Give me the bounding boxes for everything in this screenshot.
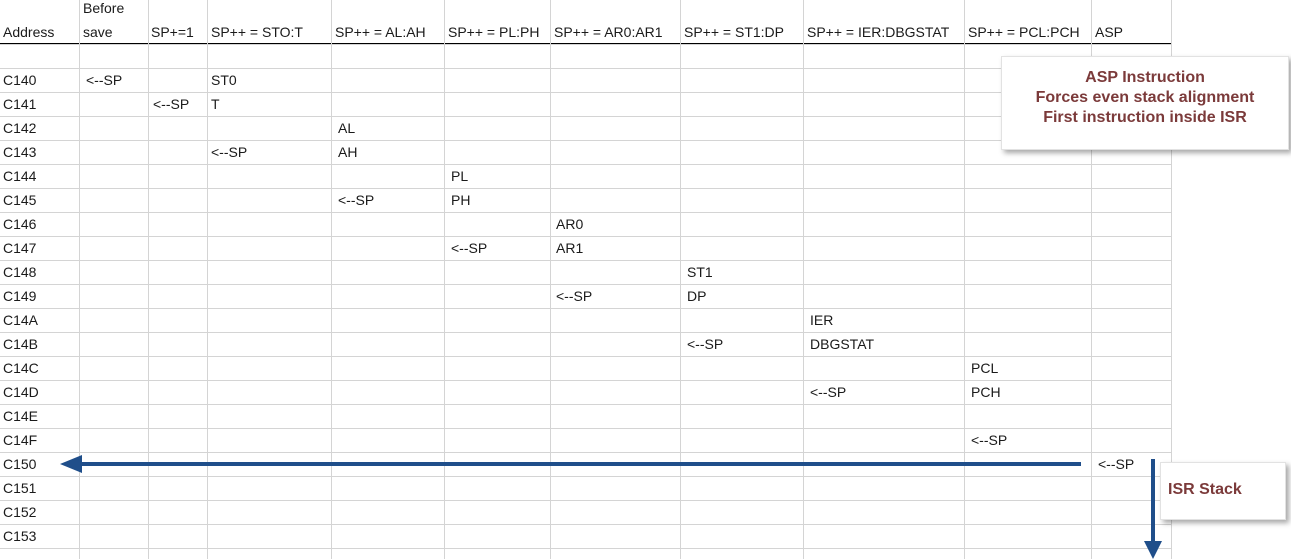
row-divider xyxy=(0,164,1171,165)
table-cell[interactable]: ST1 xyxy=(687,264,713,280)
column-divider xyxy=(803,0,804,559)
table-cell[interactable]: ST0 xyxy=(211,72,237,88)
table-cell[interactable]: AH xyxy=(338,144,358,160)
address-cell[interactable]: C149 xyxy=(3,288,37,304)
row-divider xyxy=(0,452,1171,453)
table-cell[interactable]: <--SP xyxy=(211,144,248,160)
table-cell[interactable]: T xyxy=(211,96,220,112)
header-ier-dbgstat[interactable]: SP++ = IER:DBGSTAT xyxy=(807,24,950,40)
row-divider xyxy=(0,212,1171,213)
column-divider xyxy=(148,0,149,559)
table-cell[interactable]: <--SP xyxy=(451,240,488,256)
table-cell[interactable]: AR0 xyxy=(556,216,584,232)
address-cell[interactable]: C151 xyxy=(3,480,37,496)
table-cell[interactable]: AR1 xyxy=(556,240,584,256)
header-asp[interactable]: ASP xyxy=(1095,24,1124,40)
row-divider xyxy=(0,404,1171,405)
table-cell[interactable]: <--SP xyxy=(556,288,593,304)
table-cell[interactable]: DBGSTAT xyxy=(810,336,875,352)
address-cell[interactable]: C146 xyxy=(3,216,37,232)
header-sto-t[interactable]: SP++ = STO:T xyxy=(211,24,303,40)
row-divider xyxy=(0,188,1171,189)
header-before-save-line2[interactable]: save xyxy=(83,24,113,40)
address-cell[interactable]: C147 xyxy=(3,240,37,256)
address-cell[interactable]: C141 xyxy=(3,96,37,112)
header-pl-ph[interactable]: SP++ = PL:PH xyxy=(448,24,540,40)
table-cell[interactable]: AL xyxy=(338,120,356,136)
address-cell[interactable]: C148 xyxy=(3,264,37,280)
table-cell[interactable]: PL xyxy=(451,168,469,184)
column-divider xyxy=(444,0,445,559)
address-cell[interactable]: C14E xyxy=(3,408,39,424)
column-divider xyxy=(1171,0,1172,559)
table-cell[interactable]: <--SP xyxy=(86,72,123,88)
address-cell[interactable]: C143 xyxy=(3,144,37,160)
row-divider xyxy=(0,92,1171,93)
table-cell[interactable]: PH xyxy=(451,192,471,208)
row-divider xyxy=(0,260,1171,261)
row-divider xyxy=(0,548,1171,549)
header-al-ah[interactable]: SP++ = AL:AH xyxy=(335,24,426,40)
table-cell[interactable]: <--SP xyxy=(153,96,190,112)
table-cell[interactable]: <--SP xyxy=(971,432,1008,448)
header-pcl-pch[interactable]: SP++ = PCL:PCH xyxy=(968,24,1080,40)
isr-stack-callout: ISR Stack xyxy=(1160,462,1286,520)
row-divider xyxy=(0,500,1171,501)
address-cell[interactable]: C150 xyxy=(3,456,37,472)
address-cell[interactable]: C153 xyxy=(3,528,37,544)
address-cell[interactable]: C145 xyxy=(3,192,37,208)
callout-asp-line2: Forces even stack alignment xyxy=(1035,89,1255,106)
table-cell[interactable]: <--SP xyxy=(687,336,724,352)
callout-isr-label: ISR Stack xyxy=(1168,481,1242,498)
column-divider xyxy=(207,0,208,559)
header-underline xyxy=(0,43,1171,44)
header-sp-plus-1[interactable]: SP+=1 xyxy=(151,24,194,40)
row-divider xyxy=(0,428,1171,429)
callout-asp-line1: ASP Instruction xyxy=(1085,69,1205,86)
table-cell[interactable]: <--SP xyxy=(1098,456,1135,472)
column-divider xyxy=(1091,0,1092,559)
address-cell[interactable]: C14F xyxy=(3,432,38,448)
address-cell[interactable]: C14D xyxy=(3,384,39,400)
table-cell[interactable]: <--SP xyxy=(338,192,375,208)
address-cell[interactable]: C14B xyxy=(3,336,39,352)
row-divider xyxy=(0,380,1171,381)
address-cell[interactable]: C152 xyxy=(3,504,37,520)
row-divider xyxy=(0,68,1171,69)
table-cell[interactable]: IER xyxy=(810,312,834,328)
column-divider xyxy=(550,0,551,559)
header-ar0-ar1[interactable]: SP++ = AR0:AR1 xyxy=(554,24,663,40)
row-divider xyxy=(0,44,1171,45)
callout-asp-line3: First instruction inside ISR xyxy=(1043,109,1247,126)
table-cell[interactable]: PCH xyxy=(971,384,1001,400)
asp-instruction-callout: ASP Instruction Forces even stack alignm… xyxy=(1001,56,1289,150)
header-before-save-line1[interactable]: Before xyxy=(83,0,125,16)
row-divider xyxy=(0,524,1171,525)
address-cell[interactable]: C142 xyxy=(3,120,37,136)
row-divider xyxy=(0,116,1171,117)
table-cell[interactable]: <--SP xyxy=(810,384,847,400)
address-cell[interactable]: C144 xyxy=(3,168,37,184)
row-divider xyxy=(0,476,1171,477)
table-cell[interactable]: PCL xyxy=(971,360,999,376)
address-cell[interactable]: C14A xyxy=(3,312,39,328)
column-divider xyxy=(680,0,681,559)
column-divider xyxy=(331,0,332,559)
spreadsheet: Address Before save SP+=1 SP++ = STO:T S… xyxy=(0,0,1172,559)
header-address[interactable]: Address xyxy=(3,24,55,40)
header-st1-dp[interactable]: SP++ = ST1:DP xyxy=(684,24,784,40)
row-divider xyxy=(0,236,1171,237)
table-cell[interactable]: DP xyxy=(687,288,707,304)
row-divider xyxy=(0,356,1171,357)
row-divider xyxy=(0,140,1171,141)
address-cell[interactable]: C14C xyxy=(3,360,39,376)
row-divider xyxy=(0,308,1171,309)
column-divider xyxy=(964,0,965,559)
address-cell[interactable]: C140 xyxy=(3,72,37,88)
row-divider xyxy=(0,284,1171,285)
row-divider xyxy=(0,332,1171,333)
column-divider xyxy=(79,0,80,559)
